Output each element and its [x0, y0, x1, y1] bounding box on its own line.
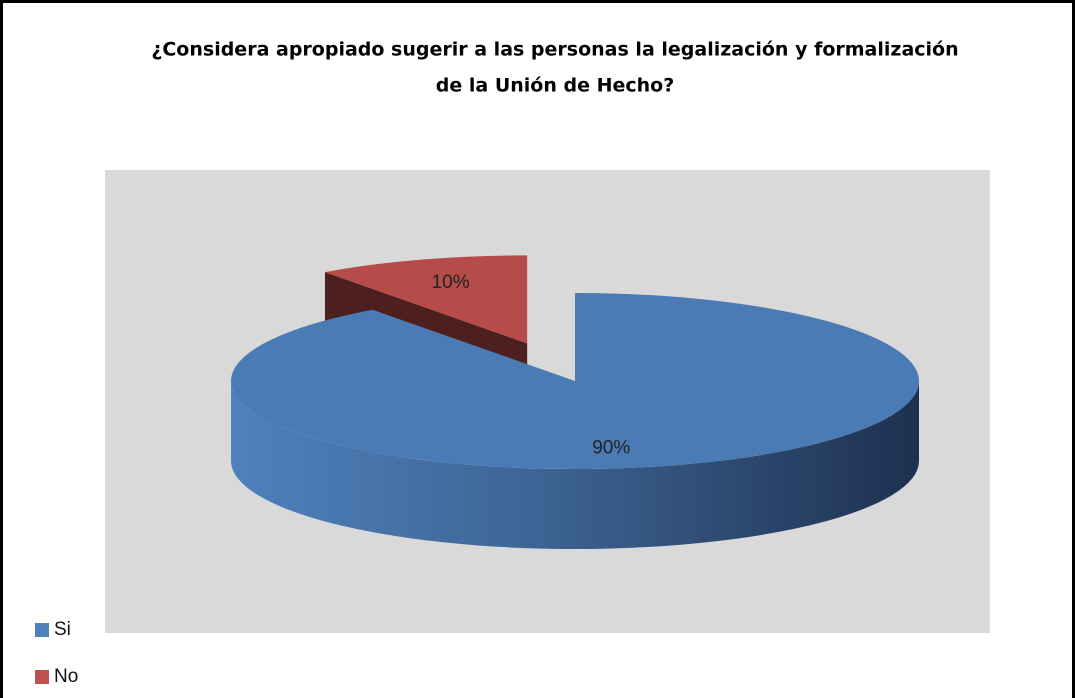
legend-label: No — [54, 666, 78, 687]
slice — [231, 293, 920, 469]
legend-label: Si — [54, 619, 71, 640]
chart-title: ¿Considera apropiado sugerir a las perso… — [151, 39, 958, 61]
data-label: 10% — [432, 272, 470, 293]
slice — [324, 255, 528, 344]
legend-swatch — [35, 623, 49, 637]
pie — [231, 255, 920, 549]
chart-title: de la Unión de Hecho? — [436, 75, 674, 97]
slice-side — [231, 381, 919, 549]
legend-swatch — [35, 670, 49, 684]
data-label: 90% — [592, 437, 630, 458]
